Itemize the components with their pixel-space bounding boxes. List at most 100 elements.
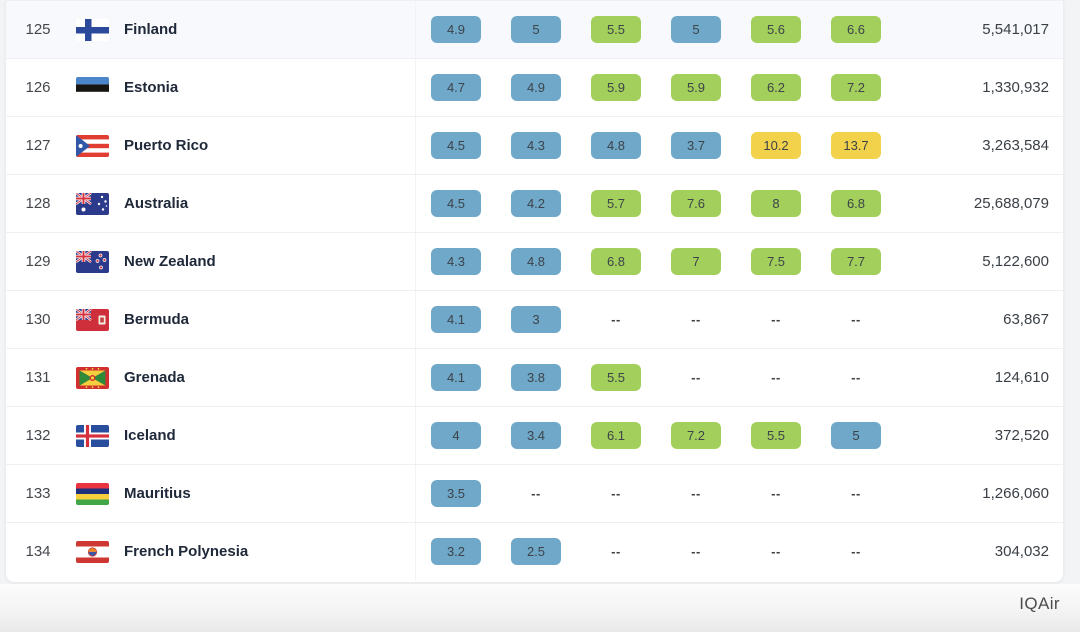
value-cell: 4.3	[496, 132, 576, 159]
aqi-value-badge: 4.9	[431, 16, 481, 43]
monthly-values: 4.3 4.8 6.8 7 7.5 7.7	[415, 233, 896, 290]
monthly-values: 4.5 4.2 5.7 7.6 8 6.8	[415, 175, 896, 232]
value-cell: 3.5	[416, 480, 496, 507]
country-name: New Zealand	[124, 253, 216, 270]
table-row[interactable]: 127 Puerto Rico 4.5 4.3 4.8 3.7 10.2 13.7 3,263,…	[6, 116, 1063, 174]
monthly-values: 4.1 3 -- -- -- --	[415, 291, 896, 348]
aqi-value-badge: 4	[431, 422, 481, 449]
value-cell: 7.6	[656, 190, 736, 217]
value-cell: 5.5	[576, 16, 656, 43]
value-cell: 5	[496, 16, 576, 43]
table-row[interactable]: 126 Estonia 4.7 4.9 5.9 5.9 6.2 7.2 1,330,932	[6, 58, 1063, 116]
value-cell: --	[656, 370, 736, 385]
value-cell: 3.4	[496, 422, 576, 449]
value-cell: 8	[736, 190, 816, 217]
country-name: French Polynesia	[124, 543, 249, 560]
table-row[interactable]: 125 Finland 4.9 5 5.5 5 5.6 6.6 5,541,017	[6, 0, 1063, 58]
table-row[interactable]: 129 New Zealand 4.3 4.8 6.8 7 7.5 7.7 5,122,600	[6, 232, 1063, 290]
value-cell: 7.2	[816, 74, 896, 101]
aqi-value-badge: 7.2	[831, 74, 881, 101]
ee-flag-icon	[76, 76, 109, 99]
value-cell: --	[656, 486, 736, 501]
aqi-value-badge: 4.3	[511, 132, 561, 159]
monthly-values: 4.1 3.8 5.5 -- -- --	[415, 349, 896, 406]
value-cell: 6.6	[816, 16, 896, 43]
aqi-value-badge: 5.6	[751, 16, 801, 43]
rank-cell: 125	[25, 21, 51, 38]
aqi-value-badge: 4.9	[511, 74, 561, 101]
value-cell: 4.8	[576, 132, 656, 159]
aqi-value-badge: 7.2	[671, 422, 721, 449]
value-cell: 3	[496, 306, 576, 333]
value-cell: 7.5	[736, 248, 816, 275]
country-name: Grenada	[124, 369, 185, 386]
value-cell: 13.7	[816, 132, 896, 159]
aqi-value-badge: 4.8	[511, 248, 561, 275]
value-cell: 7	[656, 248, 736, 275]
aqi-value-badge: 4.3	[431, 248, 481, 275]
aqi-value-badge: 3.7	[671, 132, 721, 159]
fi-flag-icon	[76, 18, 109, 41]
table-row[interactable]: 128 Australia 4.5 4.2 5.7 7.6 8 6.8 25,688,079	[6, 174, 1063, 232]
table-row[interactable]: 133 Mauritius 3.5 -- -- -- -- -- 1,266,060	[6, 464, 1063, 522]
value-cell: 5.7	[576, 190, 656, 217]
population-cell: 1,330,932	[982, 79, 1049, 96]
value-cell: --	[736, 370, 816, 385]
value-cell: --	[816, 312, 896, 327]
bm-flag-icon	[76, 308, 109, 331]
gd-flag-icon	[76, 366, 109, 389]
rank-cell: 126	[25, 79, 51, 96]
value-cell: 4.1	[416, 364, 496, 391]
population-cell: 25,688,079	[973, 195, 1049, 212]
rank-cell: 134	[25, 543, 51, 560]
no-data-value: --	[771, 312, 781, 327]
value-cell: --	[816, 370, 896, 385]
population-cell: 372,520	[994, 427, 1049, 444]
aqi-value-badge: 4.2	[511, 190, 561, 217]
country-name: Finland	[124, 21, 178, 38]
value-cell: 4.9	[416, 16, 496, 43]
no-data-value: --	[611, 544, 621, 559]
no-data-value: --	[691, 312, 701, 327]
value-cell: --	[816, 544, 896, 559]
value-cell: --	[816, 486, 896, 501]
table-row[interactable]: 132 Iceland 4 3.4 6.1 7.2 5.5 5 372,520	[6, 406, 1063, 464]
no-data-value: --	[771, 544, 781, 559]
value-cell: --	[496, 486, 576, 501]
aqi-value-badge: 13.7	[831, 132, 881, 159]
aqi-value-badge: 4.1	[431, 364, 481, 391]
rank-cell: 131	[25, 369, 51, 386]
no-data-value: --	[771, 486, 781, 501]
value-cell: 5.6	[736, 16, 816, 43]
value-cell: --	[576, 544, 656, 559]
aqi-value-badge: 5.9	[671, 74, 721, 101]
no-data-value: --	[851, 370, 861, 385]
value-cell: 4.8	[496, 248, 576, 275]
table-row[interactable]: 134 French Polynesia 3.2 2.5 -- -- -- -- 304,032	[6, 522, 1063, 580]
value-cell: 4.5	[416, 132, 496, 159]
aqi-value-badge: 6.2	[751, 74, 801, 101]
nz-flag-icon	[76, 250, 109, 273]
monthly-values: 3.5 -- -- -- -- --	[415, 465, 896, 522]
country-name: Iceland	[124, 427, 176, 444]
table-row[interactable]: 130 Bermuda 4.1 3 -- -- -- -- 63,867	[6, 290, 1063, 348]
table-row[interactable]: 131 Grenada 4.1 3.8 5.5 -- -- -- 124,610	[6, 348, 1063, 406]
iqair-brand-label: IQAir	[1019, 594, 1060, 613]
aqi-value-badge: 4.5	[431, 132, 481, 159]
value-cell: 5.5	[576, 364, 656, 391]
country-name: Bermuda	[124, 311, 190, 328]
aqi-value-badge: 4.5	[431, 190, 481, 217]
value-cell: 5	[816, 422, 896, 449]
value-cell: 2.5	[496, 538, 576, 565]
no-data-value: --	[851, 312, 861, 327]
aqi-value-badge: 5.5	[751, 422, 801, 449]
aqi-value-badge: 7.7	[831, 248, 881, 275]
no-data-value: --	[691, 370, 701, 385]
value-cell: --	[736, 312, 816, 327]
page-footer: IQAir	[0, 584, 1080, 632]
aqi-value-badge: 4.1	[431, 306, 481, 333]
value-cell: 3.7	[656, 132, 736, 159]
aqi-value-badge: 8	[751, 190, 801, 217]
aqi-value-badge: 6.6	[831, 16, 881, 43]
